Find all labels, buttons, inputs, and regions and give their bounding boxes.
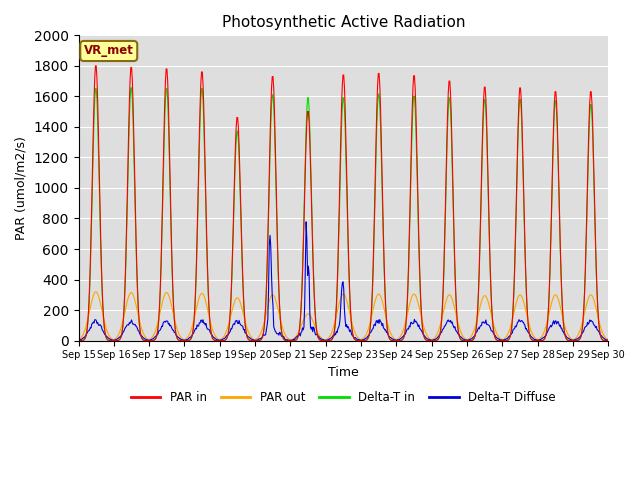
Legend: PAR in, PAR out, Delta-T in, Delta-T Diffuse: PAR in, PAR out, Delta-T in, Delta-T Dif… <box>126 386 561 408</box>
Title: Photosynthetic Active Radiation: Photosynthetic Active Radiation <box>221 15 465 30</box>
Y-axis label: PAR (umol/m2/s): PAR (umol/m2/s) <box>15 136 28 240</box>
X-axis label: Time: Time <box>328 366 358 379</box>
Text: VR_met: VR_met <box>84 45 134 58</box>
